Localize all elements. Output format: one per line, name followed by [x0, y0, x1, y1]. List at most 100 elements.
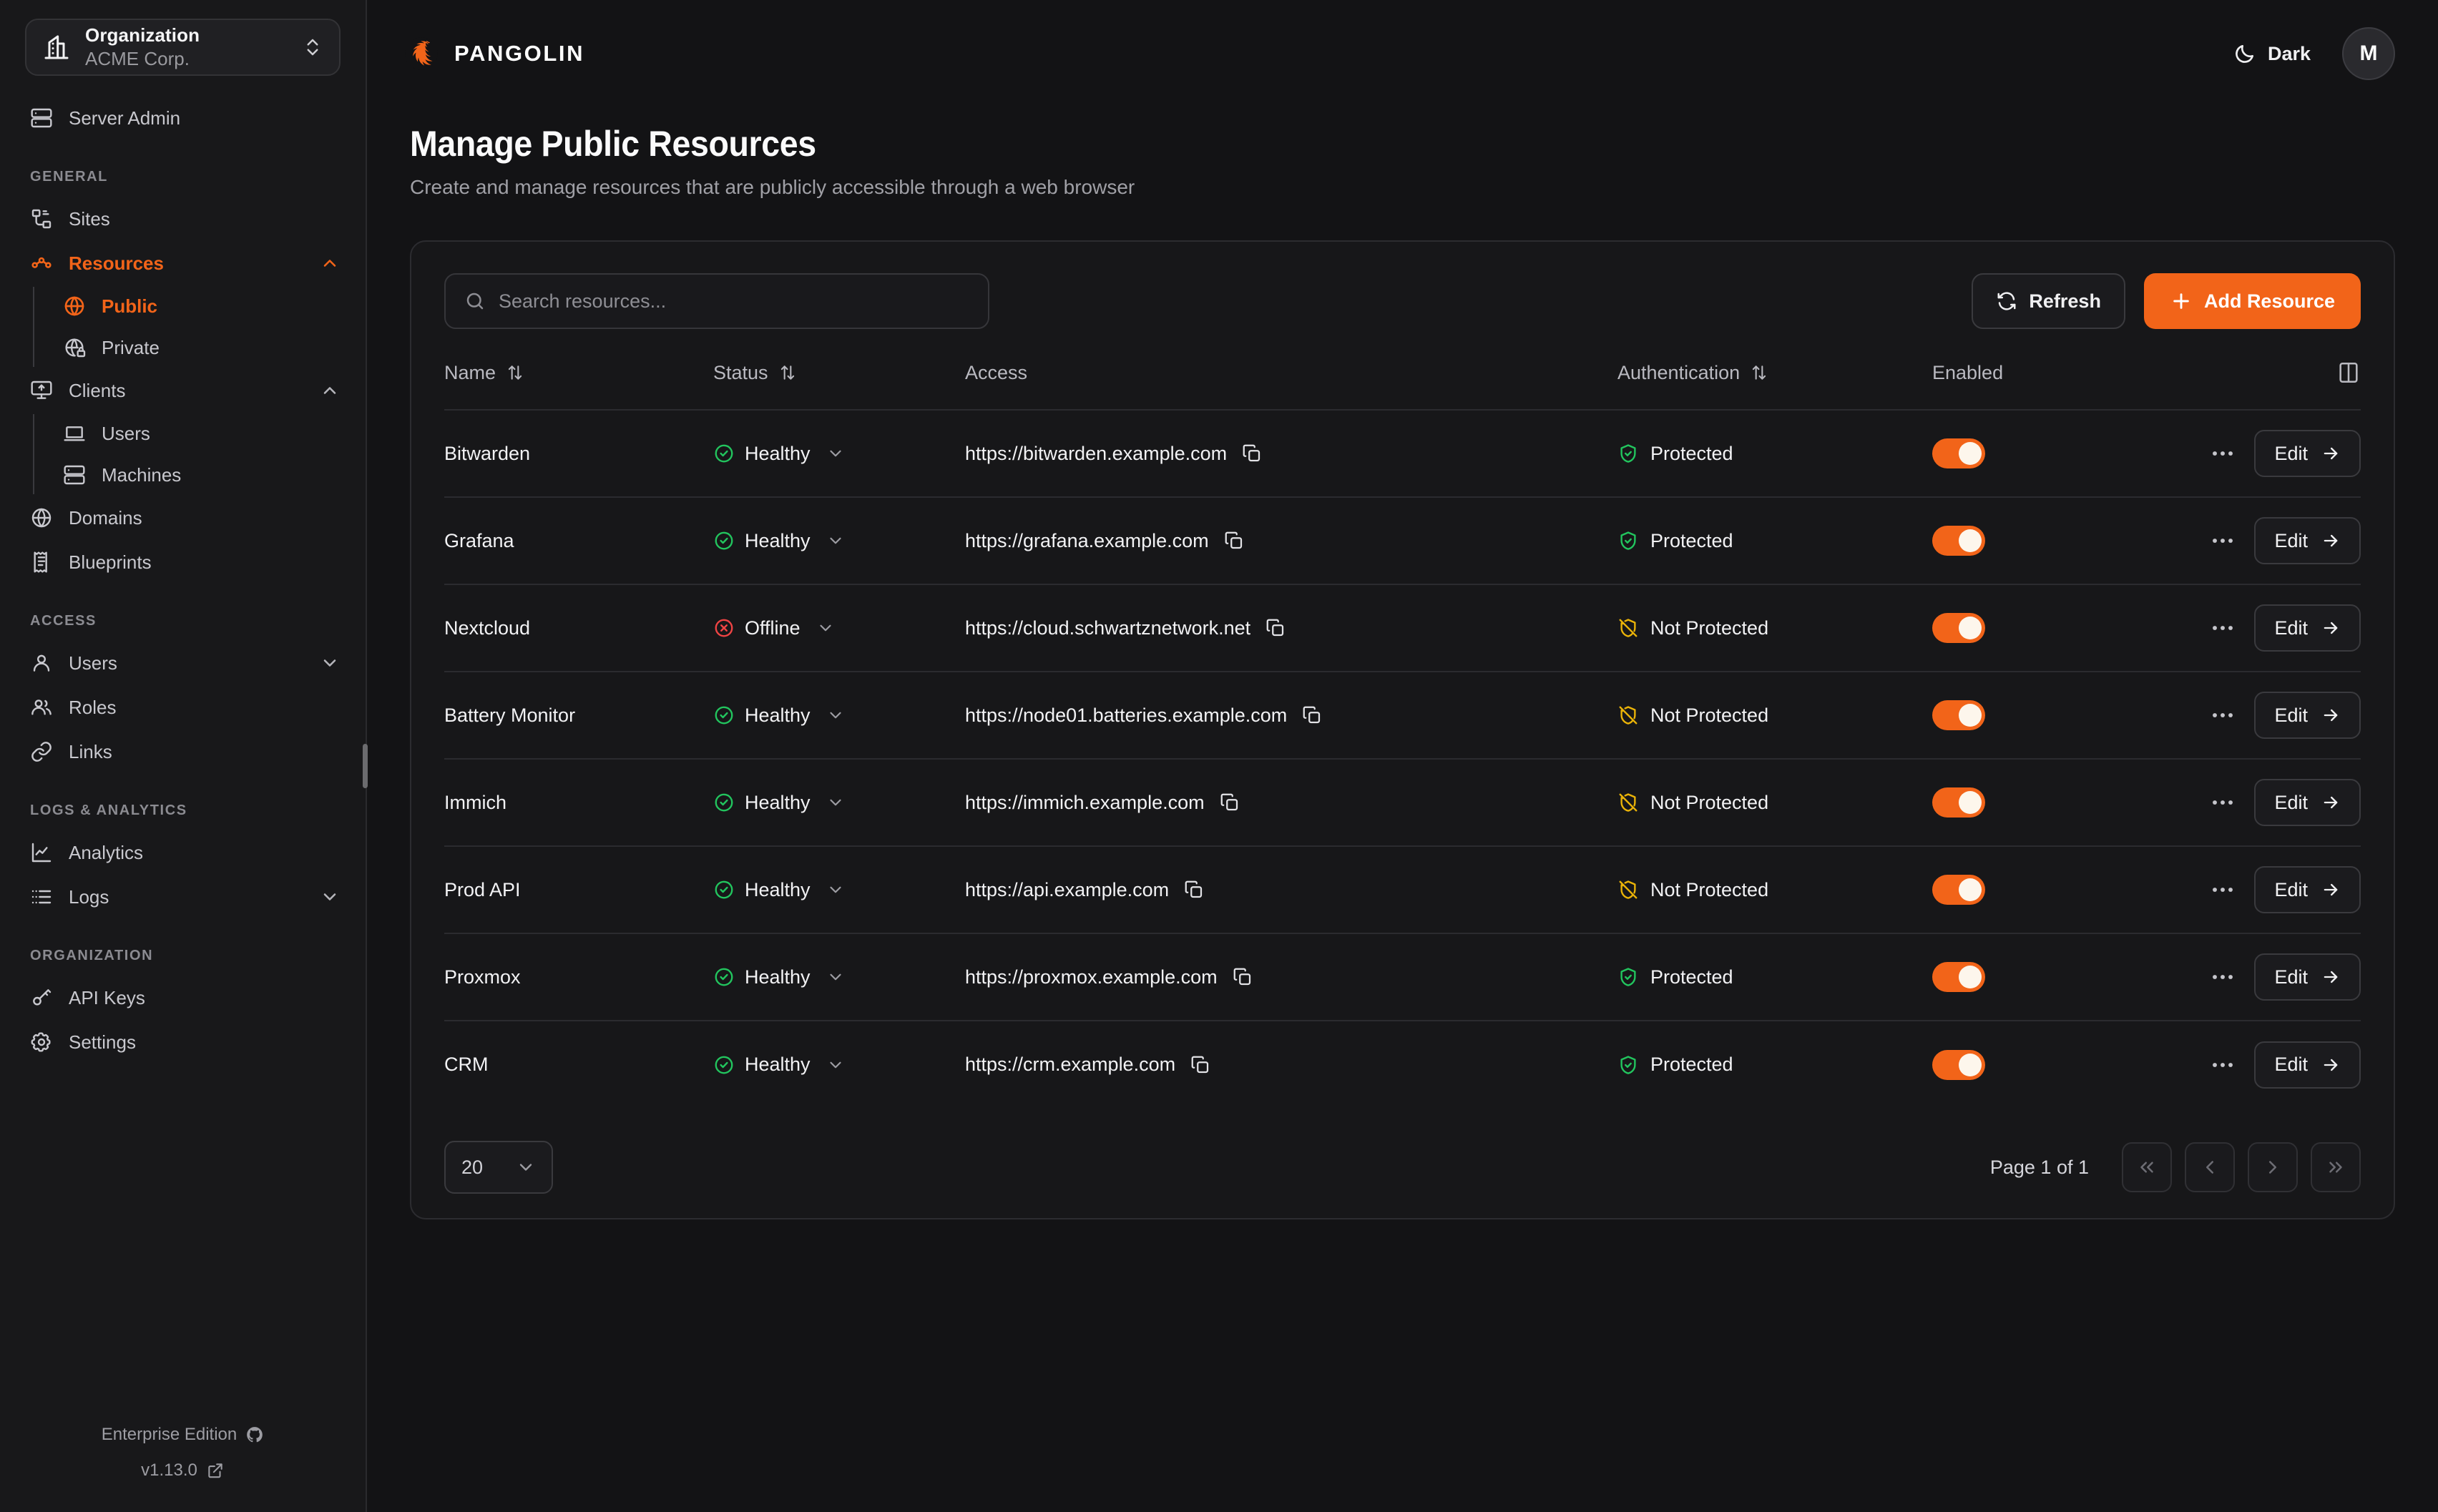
sidebar-item-server-admin[interactable]: Server Admin	[0, 96, 366, 140]
enabled-toggle[interactable]	[1932, 787, 1985, 818]
status-badge[interactable]: Healthy	[713, 792, 845, 814]
column-header-status[interactable]: Status	[713, 360, 965, 410]
edit-button[interactable]: Edit	[2254, 692, 2361, 739]
column-header-authentication[interactable]: Authentication	[1617, 360, 1932, 410]
sidebar-resize-handle[interactable]	[363, 744, 368, 788]
next-page-button[interactable]	[2248, 1142, 2298, 1192]
status-badge[interactable]: Healthy	[713, 1054, 845, 1076]
edition-line[interactable]: Enterprise Edition	[0, 1425, 366, 1445]
chevron-down-icon[interactable]	[320, 887, 340, 907]
copy-icon[interactable]	[1183, 879, 1205, 900]
table-row[interactable]: Immich Healthy https://immich.example.com N…	[444, 758, 2361, 846]
table-row[interactable]: Nextcloud Offline https://cloud.schwartzne…	[444, 584, 2361, 672]
sidebar-item-domains[interactable]: Domains	[0, 496, 366, 540]
edit-button[interactable]: Edit	[2254, 866, 2361, 913]
avatar[interactable]: M	[2342, 27, 2395, 80]
sidebar-item-private[interactable]: Private	[60, 327, 366, 368]
add-resource-button[interactable]: Add Resource	[2143, 273, 2361, 329]
edit-button[interactable]: Edit	[2254, 779, 2361, 826]
status-badge[interactable]: Healthy	[713, 966, 845, 988]
sidebar-item-resources[interactable]: Resources	[0, 241, 366, 285]
sidebar-item-links[interactable]: Links	[0, 730, 366, 774]
chevron-down-icon[interactable]	[826, 793, 845, 812]
org-switcher[interactable]: Organization ACME Corp.	[25, 19, 341, 76]
resource-url[interactable]: https://crm.example.com	[965, 1054, 1176, 1075]
sidebar-item-users[interactable]: Users	[0, 641, 366, 685]
row-menu-button[interactable]	[2207, 874, 2238, 905]
status-badge[interactable]: Healthy	[713, 705, 845, 727]
table-row[interactable]: Bitwarden Healthy https://bitwarden.exampl…	[444, 409, 2361, 497]
copy-icon[interactable]	[1241, 443, 1263, 464]
first-page-button[interactable]	[2122, 1142, 2172, 1192]
chevron-down-icon[interactable]	[826, 880, 845, 899]
sort-icon[interactable]	[778, 363, 797, 382]
chevron-up-icon[interactable]	[320, 253, 340, 273]
sort-icon[interactable]	[1750, 363, 1768, 382]
sidebar-item-public[interactable]: Public	[60, 285, 366, 327]
resource-url[interactable]: https://immich.example.com	[965, 791, 1205, 813]
copy-icon[interactable]	[1265, 617, 1286, 639]
columns-icon[interactable]	[2336, 360, 2361, 385]
brand[interactable]: PANGOLIN	[403, 35, 584, 72]
search-input[interactable]	[499, 290, 969, 313]
chevron-down-icon[interactable]	[826, 444, 845, 463]
enabled-toggle[interactable]	[1932, 526, 1985, 556]
table-row[interactable]: CRM Healthy https://crm.example.com Protect…	[444, 1020, 2361, 1108]
table-row[interactable]: Prod API Healthy https://api.example.com No…	[444, 845, 2361, 933]
enabled-toggle[interactable]	[1932, 875, 1985, 905]
previous-page-button[interactable]	[2185, 1142, 2235, 1192]
enabled-toggle[interactable]	[1932, 700, 1985, 730]
copy-icon[interactable]	[1190, 1054, 1211, 1076]
copy-icon[interactable]	[1301, 705, 1323, 726]
copy-icon[interactable]	[1223, 530, 1245, 551]
resource-url[interactable]: https://bitwarden.example.com	[965, 442, 1228, 464]
row-menu-button[interactable]	[2207, 961, 2238, 993]
sidebar-item-clients-users[interactable]: Users	[60, 413, 366, 454]
copy-icon[interactable]	[1219, 792, 1240, 813]
chevron-down-icon[interactable]	[320, 653, 340, 673]
chevron-down-icon[interactable]	[826, 968, 845, 986]
edit-button[interactable]: Edit	[2254, 953, 2361, 1001]
column-header-name[interactable]: Name	[444, 360, 713, 410]
chevron-down-icon[interactable]	[826, 531, 845, 550]
edit-button[interactable]: Edit	[2254, 1041, 2361, 1089]
sidebar-item-clients[interactable]: Clients	[0, 368, 366, 413]
table-row[interactable]: Grafana Healthy https://grafana.example.co…	[444, 496, 2361, 584]
row-menu-button[interactable]	[2207, 1049, 2238, 1081]
last-page-button[interactable]	[2311, 1142, 2361, 1192]
row-menu-button[interactable]	[2207, 525, 2238, 556]
enabled-toggle[interactable]	[1932, 613, 1985, 643]
sidebar-item-clients-machines[interactable]: Machines	[60, 454, 366, 496]
row-menu-button[interactable]	[2207, 612, 2238, 644]
chevron-down-icon[interactable]	[826, 1056, 845, 1074]
enabled-toggle[interactable]	[1932, 1049, 1985, 1080]
table-row[interactable]: Battery Monitor Healthy https://node01.bat…	[444, 671, 2361, 759]
row-menu-button[interactable]	[2207, 438, 2238, 469]
page-size-select[interactable]: 20	[444, 1141, 553, 1194]
version-line[interactable]: v1.13.0	[0, 1461, 366, 1481]
edit-button[interactable]: Edit	[2254, 517, 2361, 564]
chevron-down-icon[interactable]	[826, 706, 845, 725]
sidebar-item-logs[interactable]: Logs	[0, 875, 366, 919]
theme-toggle[interactable]: Dark	[2233, 42, 2311, 65]
refresh-button[interactable]: Refresh	[1972, 273, 2125, 329]
chevron-up-icon[interactable]	[320, 381, 340, 401]
edit-button[interactable]: Edit	[2254, 430, 2361, 477]
search-box[interactable]	[444, 273, 989, 329]
enabled-toggle[interactable]	[1932, 962, 1985, 992]
resource-url[interactable]: https://api.example.com	[965, 878, 1170, 900]
sidebar-item-blueprints[interactable]: Blueprints	[0, 540, 366, 584]
status-badge[interactable]: Healthy	[713, 443, 845, 465]
status-badge[interactable]: Healthy	[713, 530, 845, 552]
sidebar-item-sites[interactable]: Sites	[0, 197, 366, 241]
copy-icon[interactable]	[1232, 966, 1253, 988]
resource-url[interactable]: https://node01.batteries.example.com	[965, 704, 1288, 726]
table-row[interactable]: Proxmox Healthy https://proxmox.example.co…	[444, 933, 2361, 1021]
status-badge[interactable]: Healthy	[713, 879, 845, 901]
sidebar-item-analytics[interactable]: Analytics	[0, 830, 366, 875]
resource-url[interactable]: https://cloud.schwartznetwork.net	[965, 617, 1251, 639]
edit-button[interactable]: Edit	[2254, 604, 2361, 652]
status-badge[interactable]: Offline	[713, 617, 835, 639]
sidebar-item-settings[interactable]: Settings	[0, 1020, 366, 1064]
row-menu-button[interactable]	[2207, 699, 2238, 731]
